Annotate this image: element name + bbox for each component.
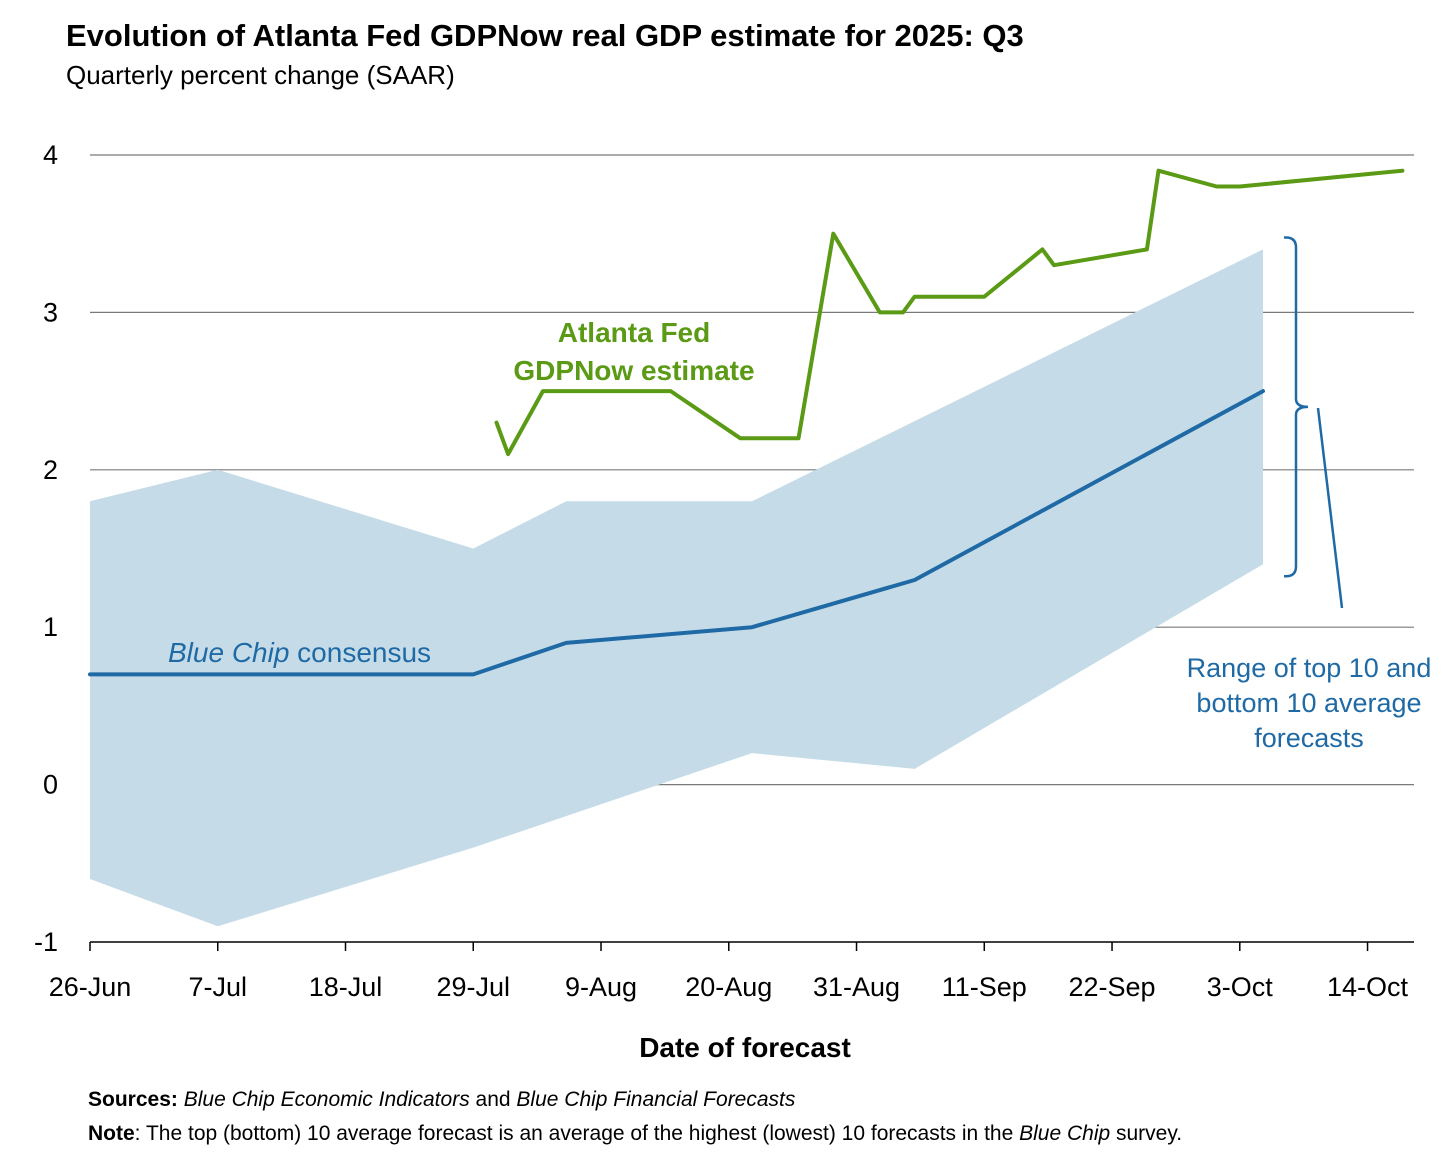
x-tick-label: 20-Aug	[685, 972, 772, 1002]
gdpnow-label-line2: GDPNow estimate	[513, 355, 754, 386]
x-axis-title: Date of forecast	[639, 1032, 851, 1063]
sources-footnote: Sources: Blue Chip Economic Indicators a…	[88, 1088, 795, 1112]
x-tick-label: 29-Jul	[436, 972, 510, 1002]
y-tick-label: 0	[43, 770, 58, 800]
note-before: : The top (bottom) 10 average forecast i…	[134, 1122, 1020, 1145]
series-lines	[88, 168, 1405, 677]
y-tick-label: 2	[43, 455, 58, 485]
note-footnote: Note: The top (bottom) 10 average foreca…	[88, 1122, 1182, 1146]
x-tick-label: 22-Sep	[1068, 972, 1155, 1002]
y-tick-label: 1	[43, 612, 58, 642]
range-bracket	[1284, 236, 1309, 578]
y-tick-label: 3	[43, 297, 58, 327]
consensus-line	[88, 389, 1265, 677]
range-band	[90, 249, 1263, 927]
x-tick-label: 7-Jul	[188, 972, 247, 1002]
note-italic: Blue Chip	[1019, 1122, 1111, 1145]
note-after: survey.	[1110, 1122, 1183, 1145]
consensus-label-rest: consensus	[289, 637, 431, 668]
x-tick-label: 9-Aug	[565, 972, 637, 1002]
range-band-area	[90, 249, 1263, 927]
consensus-label-italic: Blue Chip	[168, 637, 289, 668]
x-tick-label: 3-Oct	[1207, 972, 1274, 1002]
range-label-line: Range of top 10 and	[1187, 653, 1432, 683]
range-label-line: forecasts	[1254, 723, 1364, 753]
x-tick-label: 31-Aug	[813, 972, 900, 1002]
x-tick-label: 26-Jun	[49, 972, 132, 1002]
note-label: Note	[88, 1122, 135, 1145]
sources-mid: and	[469, 1088, 517, 1111]
y-tick-label: 4	[43, 140, 58, 170]
sources-italic-2: Blue Chip Financial Forecasts	[516, 1088, 796, 1111]
sources-italic-1: Blue Chip Economic Indicators	[183, 1088, 470, 1111]
annotations: Atlanta Fed GDPNow estimate Blue Chip cons…	[168, 236, 1432, 753]
chart-subtitle: Quarterly percent change (SAAR)	[66, 60, 455, 90]
y-tick-label: -1	[34, 927, 58, 957]
chart-title: Evolution of Atlanta Fed GDPNow real GDP…	[66, 18, 1024, 53]
x-tick-label: 18-Jul	[309, 972, 383, 1002]
gdpnow-line	[494, 168, 1405, 457]
range-label-line: bottom 10 average	[1196, 688, 1421, 718]
x-tick-label: 14-Oct	[1327, 972, 1409, 1002]
consensus-label: Blue Chip consensus	[168, 637, 431, 668]
sources-label: Sources:	[88, 1088, 178, 1111]
x-axis: 26-Jun 7-Jul 18-Jul 29-Jul 9-Aug 20-Aug 31-Aug…	[49, 941, 1414, 1063]
range-leader-line	[1316, 407, 1344, 609]
gdpnow-label-line1: Atlanta Fed	[558, 317, 710, 348]
x-tick-label: 11-Sep	[942, 972, 1027, 1002]
y-axis: -1 0 1 2 3 4	[34, 140, 58, 957]
